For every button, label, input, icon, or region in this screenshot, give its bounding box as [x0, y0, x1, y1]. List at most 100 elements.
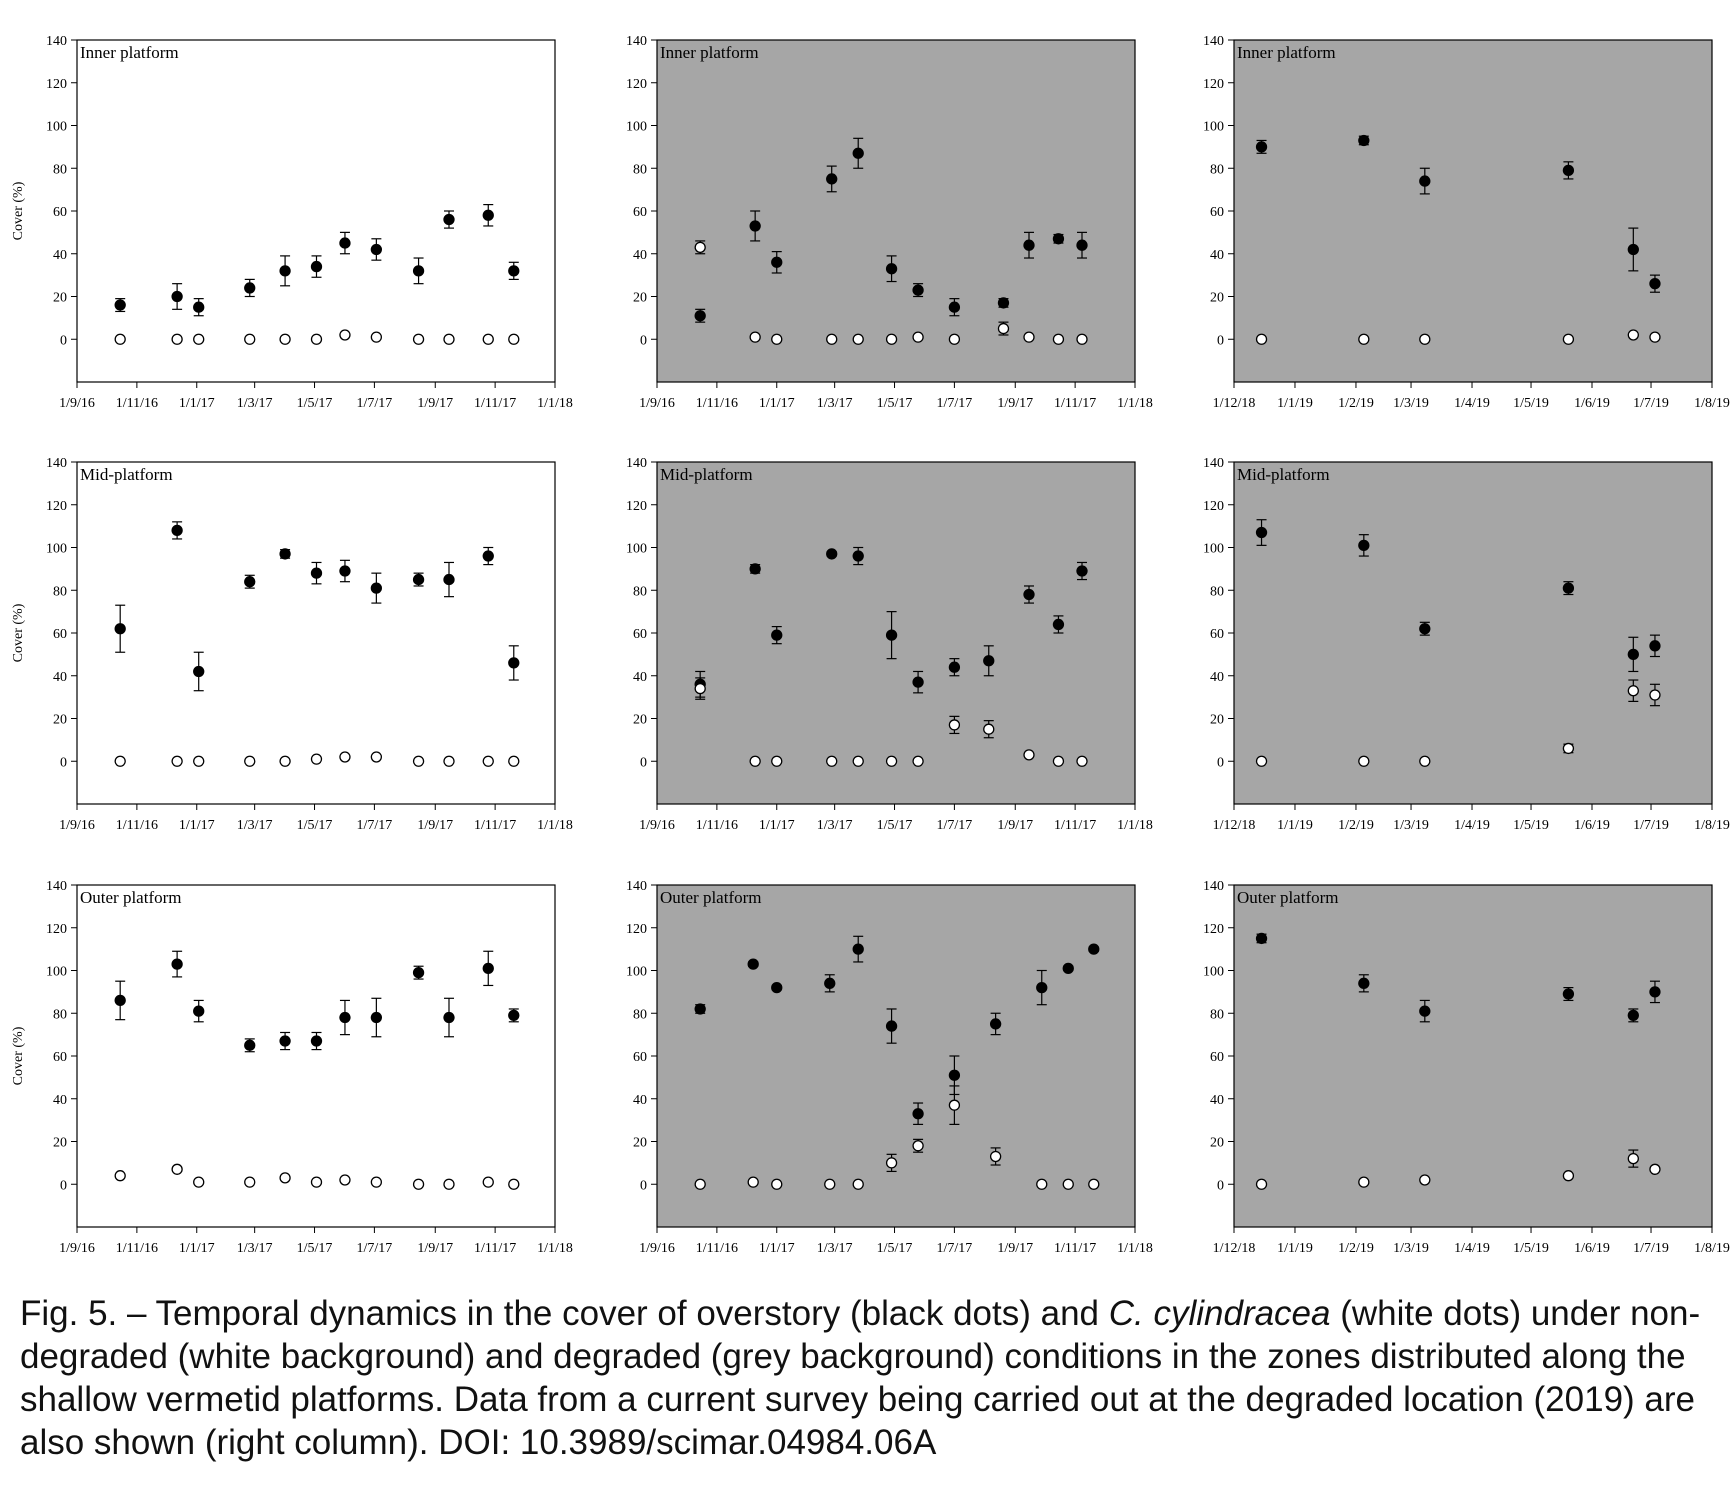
cylindracea-point — [749, 331, 761, 343]
overstory-point — [443, 1011, 455, 1024]
x-tick-label: 1/9/16 — [639, 1241, 675, 1256]
cylindracea-point — [1649, 1163, 1661, 1175]
panel-title: Inner platform — [1237, 43, 1336, 62]
overstory-point — [279, 1035, 291, 1047]
cylindracea-point — [749, 755, 761, 767]
cylindracea-point — [885, 755, 898, 767]
x-tick-label: 1/11/17 — [1054, 396, 1096, 411]
plot-area — [1233, 884, 1713, 1228]
x-tick-label: 1/2/19 — [1338, 396, 1374, 411]
y-tick-label: 80 — [53, 162, 67, 177]
cylindracea-point — [508, 333, 520, 345]
y-tick-label: 120 — [626, 499, 647, 514]
x-tick-label: 1/3/17 — [237, 818, 273, 833]
cylindracea-point — [771, 333, 783, 345]
overstory-point — [852, 550, 864, 562]
x-tick-label: 1/1/17 — [179, 1241, 215, 1256]
cylindracea-point — [948, 333, 961, 345]
overstory-point — [948, 1069, 961, 1081]
y-tick-label: 120 — [46, 77, 67, 92]
overstory-point — [694, 310, 706, 322]
panel-title: Mid-platform — [660, 465, 753, 484]
overstory-point — [826, 548, 838, 560]
overstory-point — [1358, 134, 1370, 147]
chart-panel: 0 20 40 60 80 100 120 140 1/12/18 1/1/19 1/2/19 1/3… — [1203, 456, 1730, 833]
figure-panels: 0 20 40 60 80 100 120 140 1/9/16 1/11/16 1/1/17 1/3… — [11, 34, 1730, 1256]
cylindracea-point — [114, 333, 126, 345]
overstory-point — [948, 301, 961, 313]
x-tick-label: 1/1/18 — [1117, 1241, 1153, 1256]
overstory-point — [1052, 618, 1065, 631]
x-tick-label: 1/4/19 — [1454, 396, 1490, 411]
y-tick-label: 140 — [46, 34, 67, 49]
cylindracea-point — [1076, 333, 1088, 345]
cylindracea-point — [1627, 685, 1639, 697]
overstory-point — [1649, 278, 1661, 290]
x-tick-label: 1/2/19 — [1338, 818, 1374, 833]
overstory-point — [749, 220, 761, 232]
y-tick-label: 60 — [633, 205, 647, 220]
x-tick-label: 1/3/17 — [817, 1241, 853, 1256]
cylindracea-point — [694, 1178, 706, 1190]
overstory-point — [339, 565, 351, 577]
cylindracea-point — [1419, 333, 1431, 345]
plot-area — [1233, 39, 1713, 383]
x-tick-label: 1/11/16 — [696, 396, 738, 411]
cylindracea-point — [508, 1178, 520, 1190]
x-tick-label: 1/1/17 — [759, 396, 795, 411]
overstory-point — [1562, 582, 1575, 594]
x-tick-label: 1/7/19 — [1633, 818, 1669, 833]
y-tick-label: 40 — [633, 1093, 647, 1108]
cylindracea-point — [1062, 1178, 1074, 1190]
x-tick-label: 1/5/19 — [1513, 1241, 1549, 1256]
x-tick-label: 1/11/16 — [116, 818, 158, 833]
x-tick-label: 1/7/17 — [357, 396, 393, 411]
cylindracea-point — [1649, 689, 1661, 701]
cylindracea-point — [1255, 333, 1268, 345]
cylindracea-point — [1358, 755, 1370, 767]
chart-panel: 0 20 40 60 80 100 120 140 1/9/16 1/11/16 1/1/17 1/3… — [11, 34, 573, 411]
overstory-point — [482, 962, 494, 975]
overstory-point — [508, 1009, 520, 1022]
cylindracea-point — [1088, 1178, 1100, 1190]
y-tick-label: 120 — [46, 922, 67, 937]
y-tick-label: 100 — [626, 120, 647, 135]
overstory-point — [997, 297, 1010, 309]
caption-text-2: (white dots) under non-degraded (white b… — [20, 1294, 1701, 1462]
cylindracea-point — [412, 333, 425, 345]
cylindracea-point — [989, 1150, 1002, 1163]
x-tick-label: 1/9/17 — [417, 1241, 453, 1256]
y-tick-label: 20 — [53, 713, 67, 728]
cylindracea-point — [310, 333, 323, 345]
cylindracea-point — [1627, 329, 1639, 341]
overstory-point — [1076, 565, 1088, 577]
x-tick-label: 1/1/18 — [1117, 396, 1153, 411]
overstory-point — [370, 243, 383, 256]
plot-area — [656, 884, 1136, 1228]
cylindracea-point — [912, 331, 924, 343]
x-tick-label: 1/11/16 — [116, 396, 158, 411]
plot-area — [656, 39, 1136, 383]
cylindracea-point — [171, 755, 183, 767]
overstory-point — [885, 263, 898, 275]
x-tick-label: 1/4/19 — [1454, 818, 1490, 833]
cylindracea-point — [244, 755, 256, 767]
panel-title: Outer platform — [660, 888, 762, 907]
x-tick-label: 1/7/17 — [937, 396, 973, 411]
y-tick-label: 60 — [1210, 627, 1224, 642]
x-tick-label: 1/6/19 — [1574, 396, 1610, 411]
overstory-point — [114, 994, 126, 1007]
cylindracea-point — [852, 755, 864, 767]
y-tick-label: 100 — [626, 542, 647, 557]
overstory-point — [171, 524, 183, 537]
cylindracea-point — [443, 755, 455, 767]
x-tick-label: 1/1/18 — [537, 1241, 573, 1256]
cylindracea-point — [826, 333, 838, 345]
y-tick-label: 60 — [1210, 1050, 1224, 1065]
cylindracea-point — [824, 1178, 836, 1190]
x-tick-label: 1/1/17 — [759, 1241, 795, 1256]
cylindracea-point — [694, 682, 706, 695]
x-tick-label: 1/5/19 — [1513, 396, 1549, 411]
overstory-point — [310, 1035, 323, 1047]
y-tick-label: 40 — [1210, 1093, 1224, 1108]
